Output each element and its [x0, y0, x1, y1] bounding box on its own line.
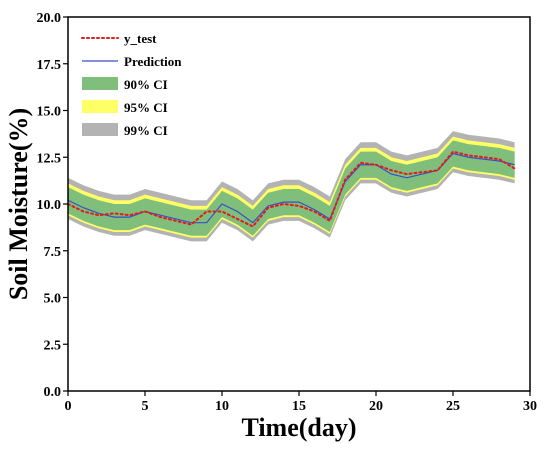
x-tick-label: 20 — [369, 399, 383, 414]
x-tick-label: 5 — [142, 399, 149, 414]
legend-label-prediction: Prediction — [124, 54, 182, 69]
ci-band-90-percent — [68, 140, 515, 236]
x-tick-label: 30 — [523, 399, 537, 414]
y-axis-title: Soil Moisture(%) — [4, 108, 33, 300]
y-axis-ticks: 0.0 2.5 5.0 7.5 10.0 12.5 15.0 17.5 20.0 — [37, 11, 68, 400]
y-tick-label: 5.0 — [44, 292, 62, 307]
y-tick-label: 20.0 — [37, 11, 62, 26]
y-tick-label: 0.0 — [44, 385, 62, 400]
y-tick-label: 2.5 — [44, 338, 62, 353]
y-tick-label: 12.5 — [37, 151, 62, 166]
legend-label-y-test: y_test — [124, 31, 157, 46]
legend-swatch-90-ci — [82, 77, 118, 90]
y-tick-label: 15.0 — [37, 105, 62, 120]
legend-label-95-ci: 95% CI — [124, 100, 168, 115]
x-axis-title: Time(day) — [241, 413, 356, 442]
series-lines — [67, 150, 516, 228]
legend-swatch-95-ci — [82, 100, 118, 113]
y-tick-label: 10.0 — [37, 198, 62, 213]
legend-label-99-ci: 99% CI — [124, 123, 168, 138]
x-axis-ticks: 0 5 10 15 20 25 30 — [65, 391, 537, 414]
series-line-y-test — [67, 150, 516, 228]
x-tick-label: 25 — [446, 399, 460, 414]
y-tick-label: 17.5 — [37, 58, 62, 73]
x-tick-label: 10 — [215, 399, 229, 414]
y-tick-label: 7.5 — [44, 245, 62, 260]
x-tick-label: 0 — [65, 399, 72, 414]
x-tick-label: 15 — [292, 399, 306, 414]
legend: y_test Prediction 90% CI 95% CI 99% CI — [81, 31, 182, 138]
legend-label-90-ci: 90% CI — [124, 77, 168, 92]
legend-swatch-99-ci — [82, 123, 118, 136]
ci-bands — [68, 131, 515, 242]
